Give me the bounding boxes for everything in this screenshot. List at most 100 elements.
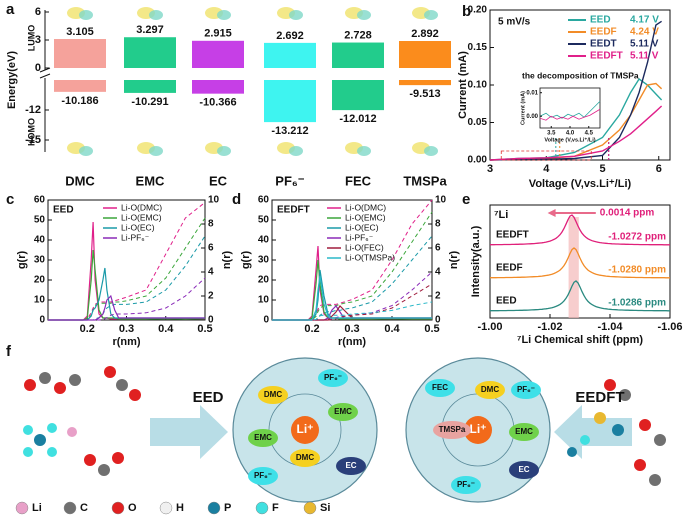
- legend-label: P: [224, 502, 231, 514]
- homo-bar: [192, 80, 244, 94]
- shift-label: 0.0014 ppm: [600, 208, 655, 219]
- y2-tick-label: 10: [435, 195, 447, 206]
- atom: [580, 435, 590, 445]
- atom: [98, 464, 110, 476]
- x-tick-label: -1.00: [477, 321, 502, 333]
- y-tick-label: 0: [39, 315, 45, 326]
- legend-label: Si: [320, 502, 330, 514]
- solvent: [328, 403, 358, 421]
- inset-noise: [539, 100, 601, 119]
- inset-noise: [539, 108, 601, 121]
- plot-frame: [489, 204, 671, 319]
- x-tick-label: 0.5: [197, 323, 212, 335]
- series-label: EEDFT: [496, 230, 529, 241]
- spectrum: [490, 247, 670, 279]
- solvent: [425, 379, 455, 397]
- solvent-label: TMSPa: [439, 425, 466, 434]
- lumo-label: 2.915: [204, 28, 232, 40]
- legend-atom: [255, 501, 269, 515]
- y2-tick-label: 2: [435, 291, 441, 302]
- axis-label: Intensity(a.u.): [470, 225, 482, 297]
- x-axis-label: r(nm): [112, 336, 140, 348]
- atom: [612, 424, 624, 436]
- peak-label: -1.0272 ppm: [608, 232, 666, 243]
- axis-label: LUMO: [26, 25, 36, 52]
- center-ion: Li⁺: [297, 422, 314, 436]
- x-tick-label: -1.04: [597, 321, 623, 333]
- y-tick-label: 6: [35, 6, 41, 18]
- y2-tick-label: 2: [208, 291, 214, 302]
- y-tick-label: 20: [258, 275, 270, 286]
- x-tick-label: -1.06: [657, 321, 682, 333]
- x-tick-label: 0.5: [424, 323, 439, 335]
- peak-label: -1.0280 ppm: [608, 265, 666, 276]
- legend-label: EEDF: [590, 27, 617, 38]
- legend-label: EEDFT: [590, 51, 623, 62]
- left-label: EED: [193, 389, 224, 406]
- y-tick-label: 0.10: [468, 80, 488, 91]
- legend-label: Li-O(EC): [121, 222, 155, 232]
- inset-y-tick-label: 0.00: [526, 114, 538, 120]
- x-axis-label: r(nm): [338, 336, 366, 348]
- x-tick-label: 6: [656, 163, 662, 175]
- g-line: [48, 294, 205, 321]
- y2-tick-label: 6: [435, 243, 441, 254]
- y-tick-label: -12: [25, 104, 41, 116]
- atom: [24, 379, 36, 391]
- orbital: [217, 10, 231, 20]
- zoom-box: [500, 150, 592, 161]
- orbital: [79, 10, 93, 20]
- solvent: [511, 381, 541, 399]
- homo-label: -9.513: [409, 88, 440, 100]
- lumo-label: 2.728: [344, 29, 372, 41]
- atom: [129, 389, 141, 401]
- lumo-bar: [124, 37, 176, 68]
- homo-bar: [54, 80, 106, 92]
- panel-e: -1.00 -1.02 -1.04 -1.06 ⁷Li Chemical shift (…: [470, 204, 683, 346]
- atom: [604, 379, 616, 391]
- y-tick-label: -15: [25, 134, 41, 146]
- legend-label: Li-PF₆⁻: [345, 232, 374, 242]
- homo-bar: [332, 80, 384, 111]
- atom: [654, 434, 666, 446]
- n-line: [48, 202, 206, 321]
- y2-tick-label: 8: [435, 219, 441, 230]
- atom: [116, 379, 128, 391]
- solvent: [336, 457, 366, 475]
- category-label: EC: [209, 173, 228, 188]
- atom: [639, 419, 651, 431]
- right-label: EEDFT: [575, 389, 624, 406]
- homo-label: -10.291: [131, 96, 168, 108]
- solvent-label: EMC: [334, 407, 352, 416]
- y2-tick-label: 6: [208, 243, 214, 254]
- legend-label: Li-O(EC): [345, 222, 379, 232]
- series-line: [489, 20, 662, 161]
- axis-label: Current (mA): [520, 91, 526, 125]
- panel-label: c: [6, 191, 14, 208]
- arrow: [554, 405, 632, 459]
- legend-atom: [303, 501, 317, 515]
- li-ion: [291, 416, 319, 444]
- legend-atom: [159, 501, 173, 515]
- axis-label: Energy(eV): [6, 51, 18, 109]
- onset-label: 4.17 V: [630, 15, 659, 26]
- orbital: [149, 146, 163, 156]
- y2-tick-label: 0: [208, 315, 214, 326]
- solvent: [509, 461, 539, 479]
- homo-bar: [399, 80, 451, 86]
- lumo-bar: [54, 39, 106, 68]
- x-axis-label: ⁷Li Chemical shift (ppm): [517, 334, 643, 346]
- solvent-label: FEC: [432, 383, 448, 392]
- inset-y-tick-label: 0.01: [526, 90, 538, 96]
- axis-label: n(r): [221, 251, 233, 270]
- homo-label: -12.012: [339, 113, 376, 125]
- g-line: [272, 275, 432, 321]
- shift-arrowhead: [547, 209, 556, 217]
- orbital: [79, 146, 93, 156]
- legend-label: O: [128, 502, 137, 514]
- y-tick-label: 20: [34, 275, 46, 286]
- axis-label: g(r): [240, 251, 252, 270]
- orbital: [149, 10, 163, 20]
- onset-label: 5.11 V: [630, 51, 659, 62]
- legend-label: Li-O(EMC): [121, 212, 162, 222]
